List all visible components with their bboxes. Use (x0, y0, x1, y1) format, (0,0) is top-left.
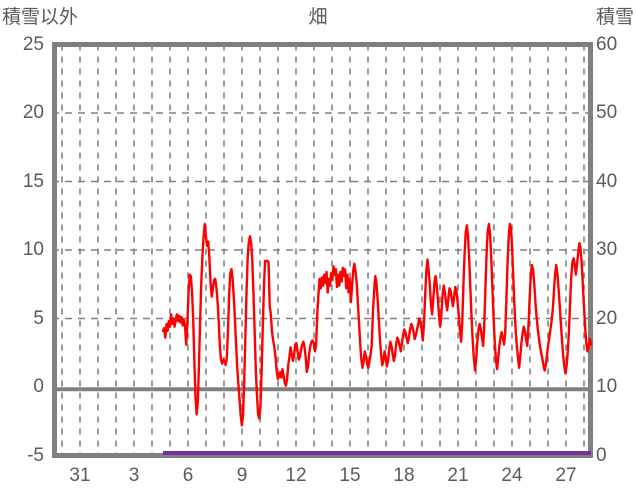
plot-frame (52, 42, 593, 458)
y-tick-right-2: 40 (596, 170, 618, 192)
chart-title: 畑 (308, 7, 328, 28)
y-tick-left-6: -5 (27, 444, 44, 466)
y-tick-left-2: 15 (22, 170, 44, 192)
y-tick-left-3: 10 (22, 239, 44, 260)
y-tick-left-1: 20 (22, 102, 44, 123)
x-tick-8: 24 (501, 465, 523, 486)
x-tick-5: 15 (339, 465, 361, 486)
y-tick-left-4: 5 (33, 307, 44, 329)
left-axis-title: 積雪以外 (2, 7, 79, 28)
series-line-other (161, 222, 593, 427)
y-tick-right-3: 30 (596, 239, 618, 260)
x-tick-2: 6 (182, 465, 194, 486)
right-axis-title: 積雪 (595, 7, 634, 28)
y-tick-right-6: 0 (596, 444, 607, 466)
y-tick-right-1: 50 (596, 102, 618, 123)
y-tick-left-0: 25 (22, 33, 44, 55)
x-tick-4: 12 (285, 465, 307, 486)
x-tick-9: 27 (555, 465, 577, 486)
x-tick-3: 9 (236, 465, 248, 486)
x-tick-0: 31 (69, 465, 91, 486)
x-tick-6: 18 (393, 465, 415, 486)
y-tick-left-5: 0 (33, 376, 44, 397)
x-tick-7: 21 (447, 465, 469, 486)
minor-gridlines (61, 44, 585, 456)
x-tick-1: 3 (128, 465, 140, 486)
y-tick-right-0: 60 (596, 33, 618, 55)
y-tick-right-4: 20 (596, 307, 618, 329)
y-tick-right-5: 10 (596, 376, 618, 397)
